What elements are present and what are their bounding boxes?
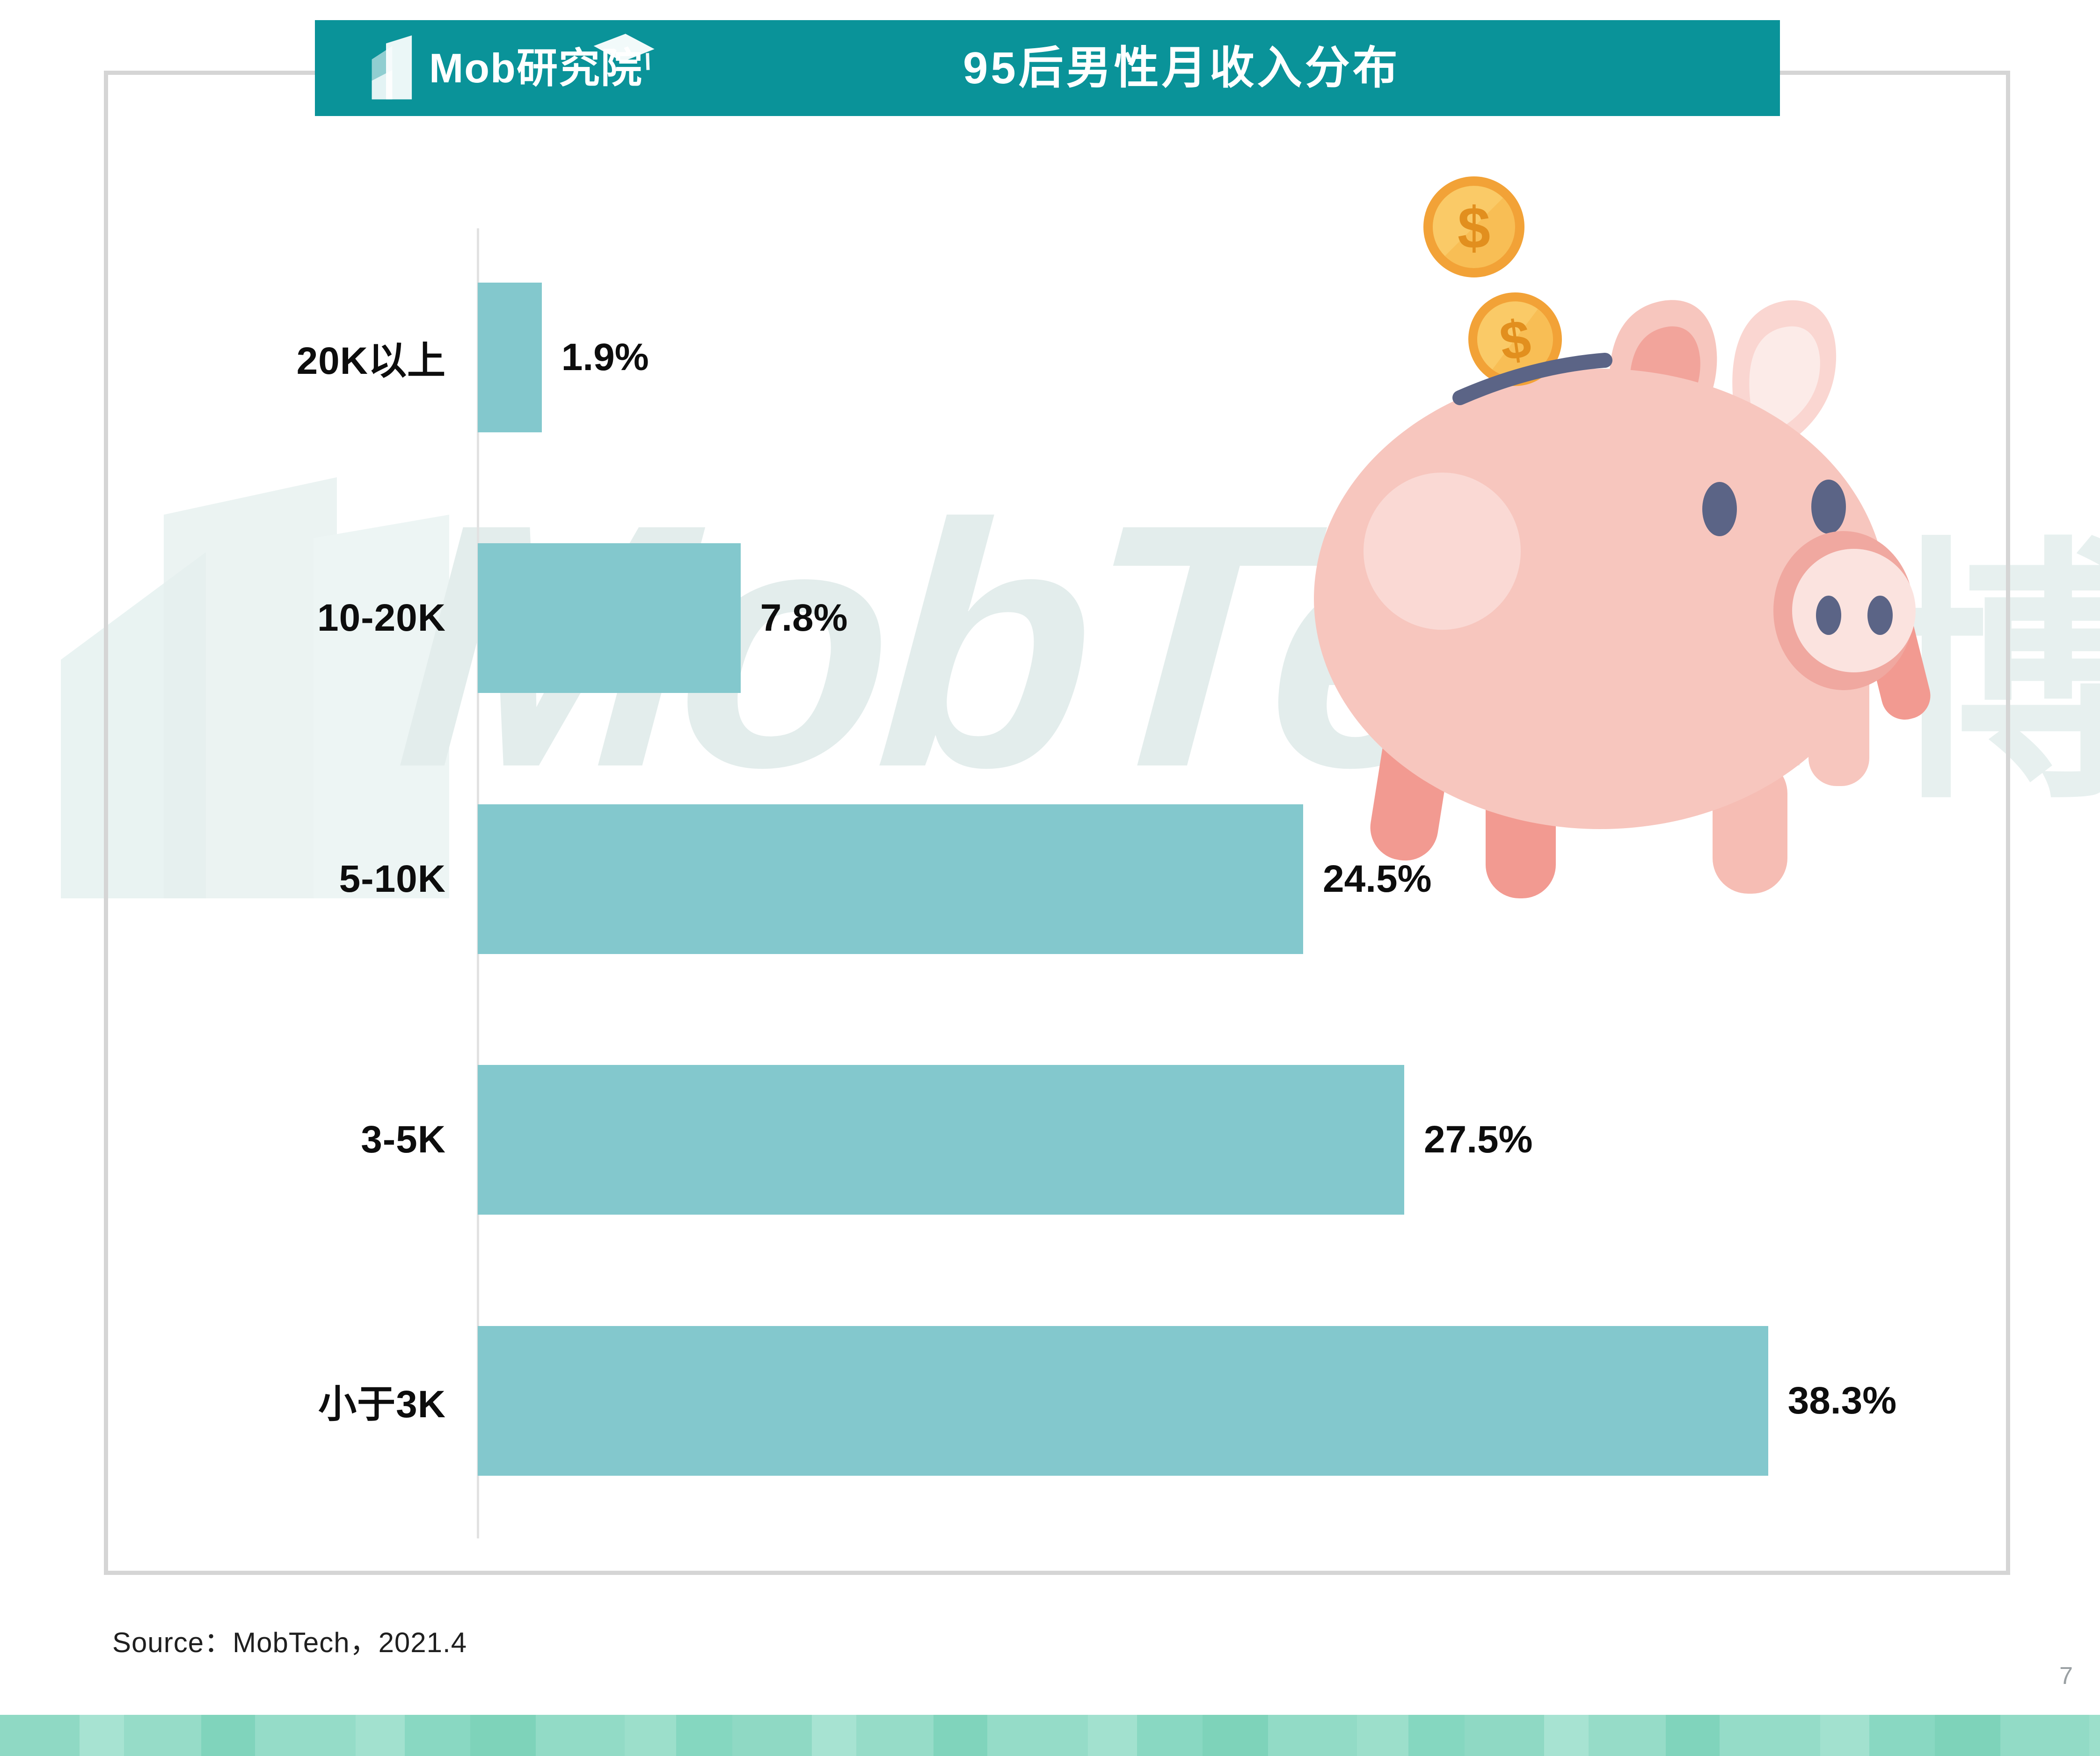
coin-slot-icon [1452, 353, 1612, 405]
category-label: 5-10K [339, 857, 446, 900]
value-label: 38.3% [1787, 1379, 1897, 1422]
page-title: 95后男性月收入分布 [963, 43, 1400, 93]
value-label: 27.5% [1424, 1118, 1533, 1161]
bar-row: 10-20K 7.8% [317, 488, 2022, 749]
brand-logo: Mob研究院 [367, 20, 655, 116]
logo-text: Mob研究院 [429, 44, 643, 91]
pig-eyes-icon [1702, 480, 1846, 536]
pig-cheek-highlight-icon [1364, 473, 1521, 630]
building-logo-icon [372, 35, 412, 99]
category-label: 10-20K [317, 597, 446, 640]
bar-row: 5-10K 24.5% [339, 749, 2022, 1010]
piggy-bank-illustration: $ $ [1314, 176, 1931, 898]
bar [478, 804, 1303, 954]
falling-coin-icon: $ [1423, 176, 1524, 277]
dollar-sign-icon: $ [1458, 195, 1490, 261]
category-label: 小于3K [318, 1383, 446, 1426]
bar [478, 282, 542, 432]
value-label: 24.5% [1323, 857, 1432, 900]
bar-row: 3-5K 27.5% [361, 1010, 2022, 1271]
graduation-cap-icon [593, 33, 655, 70]
value-label: 7.8% [760, 597, 848, 640]
bar-row: 小于3K 38.3% [318, 1270, 2022, 1531]
bottom-decorative-strip [0, 1715, 2100, 1756]
bar [478, 1065, 1404, 1215]
value-label: 1.9% [561, 335, 649, 379]
falling-coin-icon: $ [1468, 292, 1562, 386]
source-text: Source：MobTech，2021.4 [112, 1627, 467, 1658]
bar [478, 1326, 1768, 1476]
pig-snout-icon [1773, 531, 1916, 690]
category-label: 3-5K [361, 1118, 446, 1161]
chart-rows: 20K以上 1.9% 10-20K 7.8% 5-10K 24.5% 3-5K 27.5% 小于… [297, 227, 2022, 1531]
bar-row: 20K以上 1.9% [297, 227, 2022, 488]
category-label: 20K以上 [296, 340, 446, 383]
bar [478, 543, 741, 693]
header-banner: Mob研究院 95后男性月收入分布 [315, 20, 1780, 116]
page-number: 7 [2059, 1662, 2073, 1690]
